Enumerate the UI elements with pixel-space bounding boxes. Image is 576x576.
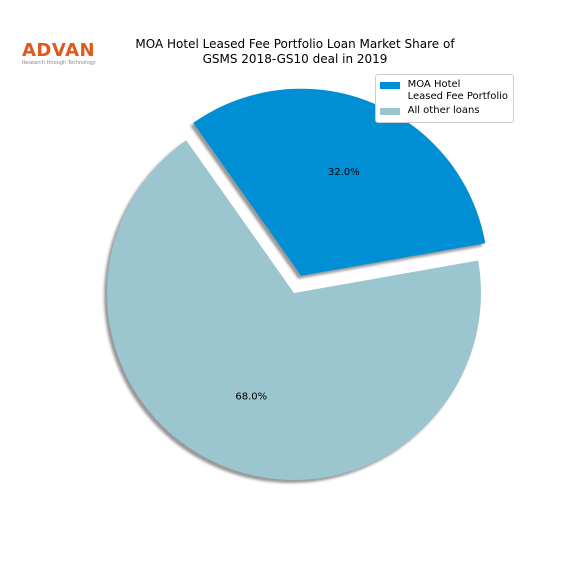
legend-label: All other loans [407,105,480,116]
legend-entry: MOA Hotel Leased Fee Portfolio [379,79,508,103]
legend-swatch [379,108,400,115]
legend-swatch [379,82,400,89]
chart-title: MOA Hotel Leased Fee Portfolio Loan Mark… [135,37,455,66]
legend: MOA Hotel Leased Fee Portfolio All other … [374,74,514,123]
legend-label: MOA Hotel Leased Fee Portfolio [407,79,508,102]
logo: ADVAN Research through Technology [22,40,96,67]
value-label: 68.0% [235,392,267,403]
wedge [107,140,481,480]
value-label: 32.0% [328,167,360,178]
logo-tagline: Research through Technology [22,60,96,66]
legend-entry: All other loans [379,105,508,117]
wedge [193,88,486,276]
logo-name: ADVAN [22,40,96,61]
